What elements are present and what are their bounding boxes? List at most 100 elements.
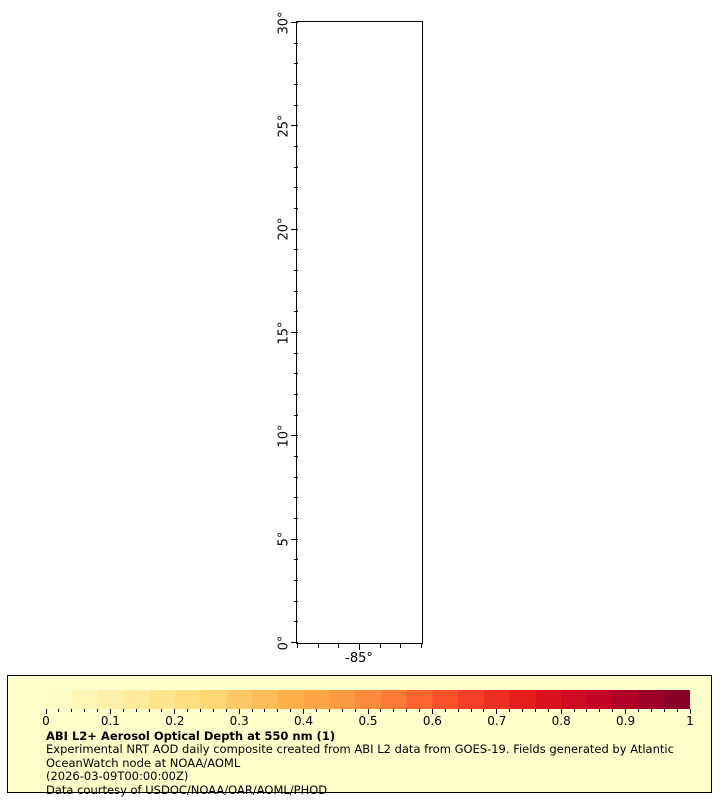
colorbar-minor-tick (251, 709, 253, 712)
lon-minor-tick (400, 643, 402, 648)
lat-minor-tick (293, 600, 298, 602)
legend-line: Data courtesy of USDOC/NOAA/OAR/AOML/PHO… (46, 782, 328, 797)
colorbar-major-tick (109, 709, 111, 714)
colorbar-minor-tick (212, 709, 214, 712)
colorbar-minor-tick (650, 709, 652, 712)
colorbar-minor-tick (470, 709, 472, 712)
colorbar-tick-label: 0.9 (616, 714, 636, 728)
lat-minor-tick (293, 373, 298, 375)
legend-line: Experimental NRT AOD daily composite cre… (46, 742, 674, 757)
colorbar-minor-tick (122, 709, 124, 712)
colorbar-minor-tick (58, 709, 60, 712)
colorbar-minor-tick (547, 709, 549, 712)
colorbar-minor-tick (637, 709, 639, 712)
colorbar-tick-label: 0.7 (487, 714, 507, 728)
lat-minor-tick (293, 290, 298, 292)
colorbar-minor-tick (290, 709, 292, 712)
lat-minor-tick (293, 621, 298, 623)
colorbar-minor-tick (612, 709, 614, 712)
colorbar-minor-tick (161, 709, 163, 712)
lat-minor-tick (293, 559, 298, 561)
colorbar-minor-tick (328, 709, 330, 712)
lat-minor-tick (293, 63, 298, 65)
legend-line: (2026-03-09T00:00:00Z) (46, 769, 189, 784)
legend-title: ABI L2+ Aerosol Optical Depth at 550 nm … (46, 729, 336, 743)
lat-tick-label: 0° (276, 635, 292, 650)
legend-description: Experimental NRT AOD daily composite cre… (46, 742, 686, 797)
colorbar-tick-label: 0.4 (294, 714, 314, 728)
colorbar-minor-tick (573, 709, 575, 712)
colorbar-major-tick (174, 709, 176, 714)
lat-minor-tick (293, 104, 298, 106)
colorbar-major-tick (560, 709, 562, 714)
lat-minor-tick (293, 166, 298, 168)
lat-major-tick (290, 21, 298, 24)
lon-major-tick (358, 643, 361, 650)
colorbar-minor-tick (277, 709, 279, 712)
lat-minor-tick (293, 83, 298, 86)
lat-minor-tick (293, 414, 298, 416)
map-frame (296, 21, 423, 644)
lat-major-tick (290, 228, 298, 230)
colorbar-tick-label: 0.6 (422, 714, 442, 728)
colorbar-minor-tick (509, 709, 511, 712)
colorbar-minor-tick (522, 709, 524, 712)
lat-major-tick (290, 331, 298, 334)
colorbar-minor-tick (380, 709, 382, 712)
colorbar-tick-label: 0.5 (358, 714, 378, 728)
colorbar-minor-tick (676, 709, 678, 712)
lat-minor-tick (293, 269, 298, 272)
lat-tick-label: 5° (276, 531, 292, 547)
colorbar-major-tick (367, 709, 369, 714)
lat-tick-label: 30° (276, 10, 292, 35)
colorbar-minor-tick (315, 709, 317, 712)
lon-minor-tick (317, 643, 319, 648)
lat-minor-tick (293, 476, 298, 478)
colorbar-minor-tick (457, 709, 459, 712)
colorbar-minor-tick (354, 709, 356, 712)
map-axes: 30° 25° 20° 15° 10° 5° 0° (276, 10, 423, 650)
lat-tick-label: 20° (276, 217, 292, 241)
colorbar (46, 690, 690, 709)
colorbar-minor-tick (84, 709, 86, 712)
colorbar-minor-tick (663, 709, 665, 712)
colorbar-major-tick (238, 709, 240, 714)
lat-minor-tick (293, 579, 298, 582)
colorbar-minor-tick (393, 709, 395, 712)
lon-minor-tick (338, 643, 340, 648)
colorbar-minor-tick (187, 709, 189, 712)
lat-minor-tick (293, 42, 298, 44)
lat-minor-tick (293, 352, 298, 354)
colorbar-major-tick (45, 709, 47, 714)
colorbar-major-tick (303, 709, 305, 714)
colorbar-minor-tick (586, 709, 588, 712)
lat-minor-tick (293, 207, 298, 210)
legend-text: ABI L2+ Aerosol Optical Depth at 550 nm … (46, 729, 686, 797)
colorbar-tick-label: 0.3 (229, 714, 249, 728)
colorbar-minor-tick (200, 709, 202, 712)
colorbar-minor-tick (483, 709, 485, 712)
colorbar-minor-tick (135, 709, 137, 712)
lat-major-tick (290, 641, 298, 644)
colorbar-minor-tick (444, 709, 446, 712)
lat-minor-tick (293, 311, 298, 313)
lon-minor-tick (296, 643, 299, 648)
lon-minor-tick (420, 643, 423, 648)
lat-minor-tick (293, 249, 298, 251)
lat-minor-tick (293, 393, 298, 396)
lat-minor-tick (293, 497, 298, 499)
colorbar-major-tick (689, 709, 691, 714)
lat-tick-label: 25° (276, 114, 292, 138)
colorbar-minor-tick (534, 709, 536, 712)
lon-minor-tick (379, 643, 381, 648)
lat-major-tick (290, 538, 298, 540)
lat-tick-label: 15° (276, 320, 292, 345)
colorbar-minor-tick (71, 709, 73, 712)
lat-tick-label: 10° (276, 424, 292, 448)
lat-minor-tick (293, 145, 298, 148)
colorbar-tick-label: 0.1 (100, 714, 120, 728)
legend-line: OceanWatch node at NOAA/AOML (46, 755, 241, 770)
colorbar-minor-tick (406, 709, 408, 712)
colorbar-tick-label: 0 (42, 714, 50, 728)
lat-minor-tick (293, 187, 298, 189)
